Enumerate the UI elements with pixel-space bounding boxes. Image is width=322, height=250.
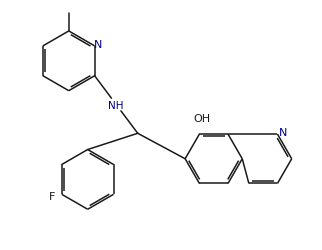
Text: F: F (49, 191, 55, 201)
Text: N: N (93, 40, 102, 50)
Text: N: N (279, 128, 287, 138)
Text: NH: NH (109, 100, 124, 110)
Text: OH: OH (193, 114, 210, 124)
